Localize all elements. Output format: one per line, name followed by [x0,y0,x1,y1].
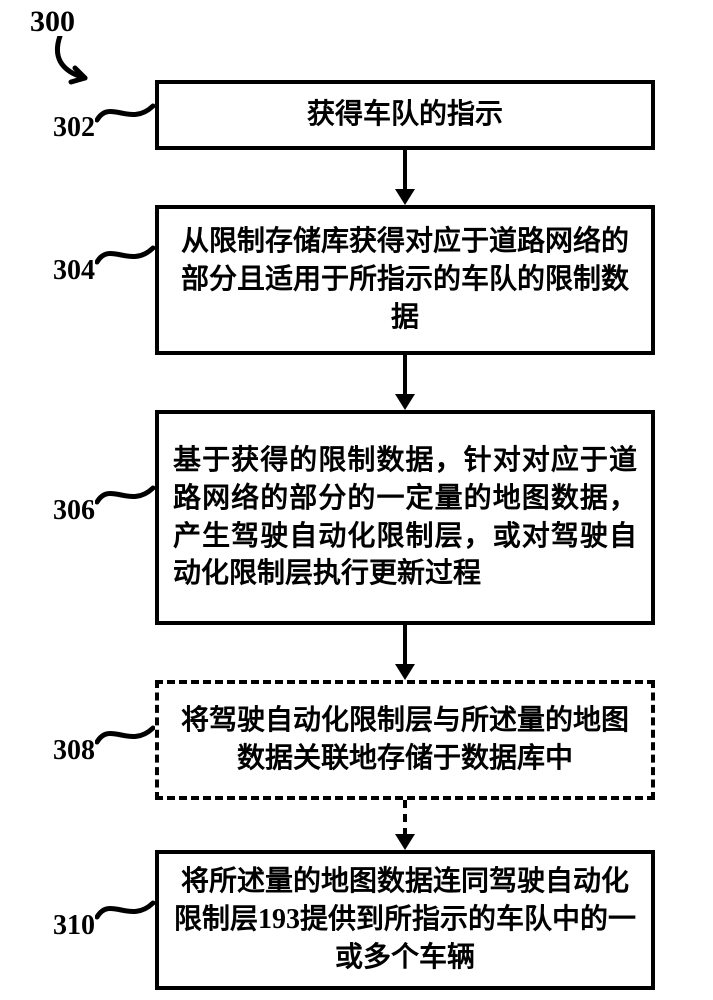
step-label-302: 302 [35,112,95,144]
step-box-308: 将驾驶自动化限制层与所述量的地图数据关联地存储于数据库中 [155,680,655,800]
step-label-connector-302 [95,98,155,128]
step-box-306: 基于获得的限制数据，针对对应于道路网络的部分的一定量的地图数据，产生驾驶自动化限… [155,410,655,625]
step-box-302: 获得车队的指示 [155,80,655,150]
flowchart-canvas: 300 302 获得车队的指示 304 从限制存储库获得对应于道路网络的部分且适… [0,0,713,1000]
step-label-connector-310 [95,895,155,925]
figure-ref-label: 300 [30,5,75,39]
step-box-304: 从限制存储库获得对应于道路网络的部分且适用于所指示的车队的限制数据 [155,205,655,355]
step-label-connector-304 [95,240,155,270]
step-label-310: 310 [35,910,95,942]
step-label-306: 306 [35,495,95,527]
step-label-connector-306 [95,480,155,510]
step-label-308: 308 [35,735,95,767]
step-label-connector-308 [95,720,155,750]
figure-ref-curve [45,36,105,86]
step-label-304: 304 [35,255,95,287]
step-box-310: 将所述量的地图数据连同驾驶自动化限制层193提供到所指示的车队中的一或多个车辆 [155,850,655,990]
